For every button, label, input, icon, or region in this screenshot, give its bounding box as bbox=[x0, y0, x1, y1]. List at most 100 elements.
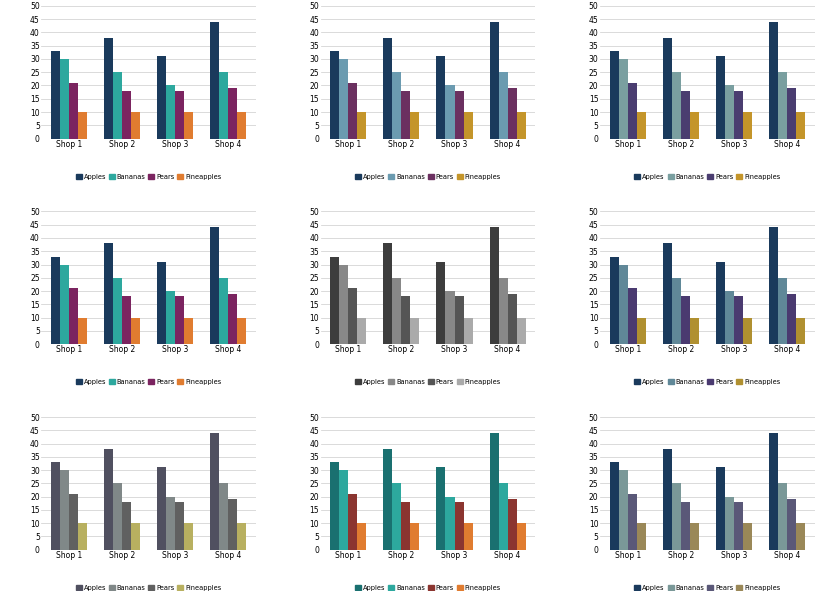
Bar bbox=[393, 483, 402, 550]
Bar bbox=[508, 499, 517, 550]
Bar bbox=[402, 296, 411, 344]
Bar bbox=[499, 72, 508, 138]
Bar bbox=[517, 112, 526, 138]
Bar bbox=[796, 112, 805, 138]
Bar bbox=[51, 462, 60, 550]
Bar bbox=[778, 483, 787, 550]
Bar bbox=[610, 51, 619, 138]
Legend: Apples, Bananas, Pears, Pineapples: Apples, Bananas, Pears, Pineapples bbox=[632, 171, 783, 183]
Bar bbox=[716, 262, 725, 344]
Bar bbox=[769, 22, 778, 138]
Bar bbox=[210, 22, 219, 138]
Bar bbox=[51, 51, 60, 138]
Bar bbox=[725, 86, 734, 138]
Legend: Apples, Bananas, Pears, Pineapples: Apples, Bananas, Pears, Pineapples bbox=[632, 376, 783, 388]
Bar bbox=[122, 91, 131, 138]
Bar bbox=[69, 494, 78, 550]
Bar bbox=[716, 56, 725, 138]
Bar bbox=[787, 499, 796, 550]
Bar bbox=[517, 523, 526, 550]
Bar bbox=[411, 317, 420, 344]
Bar bbox=[490, 228, 499, 344]
Bar bbox=[330, 51, 339, 138]
Bar bbox=[384, 38, 393, 138]
Bar bbox=[716, 467, 725, 550]
Bar bbox=[672, 483, 681, 550]
Bar bbox=[411, 112, 420, 138]
Bar bbox=[743, 112, 752, 138]
Bar bbox=[104, 449, 113, 550]
Bar bbox=[628, 494, 637, 550]
Bar bbox=[663, 38, 672, 138]
Bar bbox=[184, 523, 193, 550]
Bar bbox=[463, 317, 472, 344]
Bar bbox=[743, 523, 752, 550]
Bar bbox=[499, 278, 508, 344]
Bar bbox=[166, 496, 175, 550]
Bar bbox=[113, 278, 122, 344]
Bar bbox=[237, 523, 246, 550]
Bar bbox=[672, 72, 681, 138]
Bar bbox=[131, 112, 140, 138]
Bar bbox=[237, 317, 246, 344]
Bar bbox=[637, 523, 646, 550]
Bar bbox=[681, 296, 690, 344]
Bar bbox=[769, 228, 778, 344]
Bar bbox=[490, 22, 499, 138]
Bar bbox=[610, 256, 619, 344]
Bar bbox=[157, 56, 166, 138]
Bar bbox=[402, 91, 411, 138]
Bar bbox=[411, 523, 420, 550]
Legend: Apples, Bananas, Pears, Pineapples: Apples, Bananas, Pears, Pineapples bbox=[352, 582, 504, 591]
Bar bbox=[436, 56, 445, 138]
Bar bbox=[725, 496, 734, 550]
Bar bbox=[445, 496, 454, 550]
Bar bbox=[51, 256, 60, 344]
Bar bbox=[734, 502, 743, 550]
Bar bbox=[619, 470, 628, 550]
Bar bbox=[69, 288, 78, 344]
Bar bbox=[210, 433, 219, 550]
Bar bbox=[131, 317, 140, 344]
Bar bbox=[357, 112, 366, 138]
Bar bbox=[508, 294, 517, 344]
Bar bbox=[672, 278, 681, 344]
Legend: Apples, Bananas, Pears, Pineapples: Apples, Bananas, Pears, Pineapples bbox=[352, 376, 504, 388]
Bar bbox=[348, 83, 357, 138]
Bar bbox=[348, 288, 357, 344]
Bar bbox=[330, 256, 339, 344]
Legend: Apples, Bananas, Pears, Pineapples: Apples, Bananas, Pears, Pineapples bbox=[73, 582, 224, 591]
Bar bbox=[619, 265, 628, 344]
Bar bbox=[436, 262, 445, 344]
Bar bbox=[663, 449, 672, 550]
Legend: Apples, Bananas, Pears, Pineapples: Apples, Bananas, Pears, Pineapples bbox=[632, 582, 783, 591]
Bar bbox=[219, 72, 228, 138]
Bar bbox=[393, 278, 402, 344]
Bar bbox=[725, 291, 734, 344]
Bar bbox=[357, 317, 366, 344]
Bar bbox=[610, 462, 619, 550]
Bar bbox=[60, 265, 69, 344]
Bar bbox=[681, 502, 690, 550]
Bar bbox=[78, 112, 87, 138]
Bar bbox=[778, 278, 787, 344]
Bar bbox=[454, 91, 463, 138]
Bar bbox=[769, 433, 778, 550]
Bar bbox=[175, 502, 184, 550]
Bar bbox=[637, 317, 646, 344]
Bar bbox=[796, 523, 805, 550]
Bar bbox=[490, 433, 499, 550]
Bar bbox=[681, 91, 690, 138]
Bar bbox=[60, 59, 69, 138]
Bar bbox=[237, 112, 246, 138]
Bar bbox=[166, 291, 175, 344]
Bar bbox=[69, 83, 78, 138]
Bar bbox=[690, 317, 699, 344]
Bar bbox=[445, 86, 454, 138]
Bar bbox=[60, 470, 69, 550]
Legend: Apples, Bananas, Pears, Pineapples: Apples, Bananas, Pears, Pineapples bbox=[352, 171, 504, 183]
Bar bbox=[393, 72, 402, 138]
Bar bbox=[384, 243, 393, 344]
Bar bbox=[219, 278, 228, 344]
Bar bbox=[663, 243, 672, 344]
